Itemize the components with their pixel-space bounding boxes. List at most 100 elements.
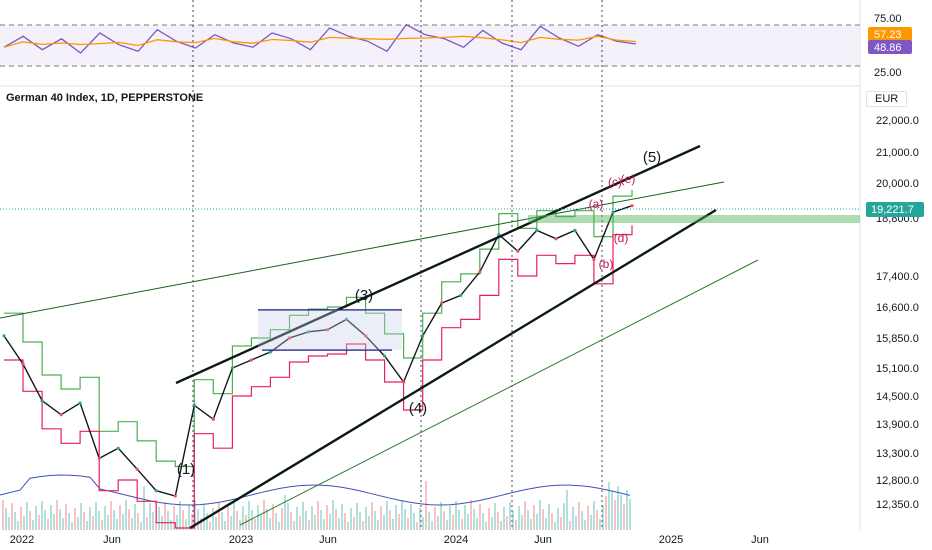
volume-bar [128, 509, 130, 530]
volume-bar [269, 518, 271, 530]
volume-bar [503, 507, 505, 530]
volume-bar [377, 520, 379, 530]
volume-bar [131, 518, 133, 530]
volume-bar [518, 506, 520, 530]
price-point [440, 301, 444, 305]
sub-wave-label: (d) [614, 231, 629, 245]
lower-step-channel [4, 225, 633, 529]
upper-step-channel [4, 189, 633, 468]
volume-bar [368, 516, 370, 530]
volume-bar [470, 500, 472, 530]
price-point [78, 401, 82, 405]
range-box [258, 310, 402, 350]
volume-bar [416, 522, 418, 530]
volume-bar [584, 520, 586, 530]
price-point [516, 249, 520, 253]
sub-wave-label: (a) [589, 197, 604, 211]
volume-bar [218, 503, 220, 530]
volume-bar [452, 515, 454, 530]
volume-bar [26, 502, 28, 530]
price-point [287, 336, 292, 340]
volume-bar [278, 522, 280, 530]
volume-bar [533, 505, 535, 530]
volume-bar [419, 508, 421, 530]
volume-bar [77, 517, 79, 530]
volume-bar [410, 504, 412, 530]
volume-bar [551, 513, 553, 530]
volume-bar [299, 516, 301, 530]
volume-bar [341, 504, 343, 530]
price-point [421, 334, 425, 338]
volume-bar [221, 512, 223, 530]
volume-bar [215, 517, 217, 530]
price-tick-label: 15,100.0 [876, 363, 919, 375]
parallel-support-line [239, 259, 759, 526]
volume-bar [170, 520, 172, 530]
volume-bar [413, 513, 415, 530]
volume-bar [491, 517, 493, 530]
volume-bar [488, 508, 490, 530]
volume-bar [281, 508, 283, 530]
volume-bar [542, 509, 544, 530]
volume-bar [149, 503, 151, 530]
volume-bar [74, 508, 76, 530]
time-tick-label: Jun [319, 534, 337, 546]
price-point [478, 270, 482, 274]
volume-bar [575, 516, 577, 530]
volume-bar [212, 508, 214, 530]
price-point [554, 237, 558, 241]
volume-bar [8, 517, 10, 530]
volume-bar [494, 503, 496, 530]
volume-bar [179, 501, 181, 530]
price-point [535, 228, 539, 232]
price-point [383, 354, 387, 358]
wave-label: (5) [643, 149, 661, 166]
volume-bar [272, 504, 274, 530]
volume-bar [590, 515, 592, 530]
volume-bar [197, 509, 199, 530]
volume-bar [338, 518, 340, 530]
volume-bar [86, 521, 88, 530]
volume-bar [458, 510, 460, 530]
price-tick-label: 15,850.0 [876, 333, 919, 345]
volume-bar [629, 499, 631, 530]
volume-bar [407, 518, 409, 530]
volume-bar [422, 517, 424, 530]
volume-bar [392, 519, 394, 530]
volume-bar [581, 511, 583, 530]
volume-bar [65, 504, 67, 530]
price-tick-label: 17,400.0 [876, 271, 919, 283]
volume-bar [614, 500, 616, 530]
currency-button[interactable]: EUR [866, 91, 908, 107]
volume-bar [383, 515, 385, 530]
volume-bar [593, 501, 595, 530]
volume-bar [293, 521, 295, 530]
volume-bar [242, 506, 244, 530]
volume-bar [569, 521, 571, 530]
volume-bar [602, 505, 604, 530]
volume-bar [38, 515, 40, 530]
volume-bar [254, 519, 256, 530]
volume-bar [50, 505, 52, 530]
volume-bar [425, 481, 427, 530]
time-tick-label: 2023 [229, 534, 253, 546]
price-line [3, 205, 633, 497]
volume-bar [104, 506, 106, 530]
volume-bar [332, 500, 334, 530]
volume-bar [266, 509, 268, 530]
lower-channel-trendline [189, 208, 717, 530]
volume-bar [386, 501, 388, 530]
volume-bar [209, 522, 211, 530]
price-tick-label: 12,350.0 [876, 499, 919, 511]
price-point [59, 413, 63, 417]
volume-bar [482, 513, 484, 530]
volume-bar [119, 505, 121, 530]
volume-bar [53, 514, 55, 530]
price-point [611, 210, 615, 214]
volume-bar [236, 511, 238, 530]
volume-bar [89, 507, 91, 530]
rsi-ma-tag [868, 27, 912, 41]
volume-bar [626, 490, 628, 530]
price-tick-label: 13,300.0 [876, 448, 919, 460]
